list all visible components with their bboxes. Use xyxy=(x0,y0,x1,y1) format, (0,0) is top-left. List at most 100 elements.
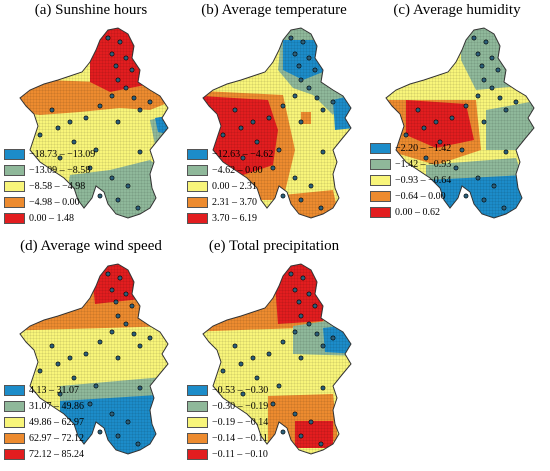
choropleth-map xyxy=(19,27,169,219)
station-marker xyxy=(306,55,312,61)
legend-label: 62.97 – 72.12 xyxy=(29,432,84,444)
station-marker xyxy=(288,35,294,41)
station-marker xyxy=(135,441,141,447)
station-marker xyxy=(254,375,260,381)
station-marker xyxy=(129,303,135,309)
station-marker xyxy=(298,433,304,439)
station-marker xyxy=(137,385,143,391)
legend-label: −8.58 – −4.98 xyxy=(29,180,86,192)
legend-swatch xyxy=(370,142,391,154)
station-marker xyxy=(49,343,55,349)
station-marker xyxy=(109,411,115,417)
legend-item: 72.12 – 85.24 xyxy=(4,446,84,462)
legend-label: −0.19 – −0.14 xyxy=(212,416,269,428)
station-marker xyxy=(280,339,286,345)
legend-label: 31.07 – 49.86 xyxy=(29,400,84,412)
station-marker xyxy=(125,419,131,425)
legend-item: 2.31 – 3.70 xyxy=(187,194,273,210)
station-marker xyxy=(137,343,143,349)
legend-swatch xyxy=(370,158,391,170)
legend-swatch xyxy=(370,174,391,186)
station-marker xyxy=(300,39,306,45)
station-marker xyxy=(238,361,244,367)
station-marker xyxy=(266,351,272,357)
station-marker xyxy=(320,343,326,349)
station-marker xyxy=(37,368,43,374)
station-marker xyxy=(109,93,115,99)
station-marker xyxy=(71,139,77,145)
legend-swatch xyxy=(4,432,25,444)
station-marker xyxy=(288,271,294,277)
legend-item: −4.98 – 0.00 xyxy=(4,194,95,210)
legend-label: −1.42 – −0.93 xyxy=(395,158,452,170)
station-marker xyxy=(296,299,302,305)
legend-item: −18.73 – −13.09 xyxy=(4,146,95,162)
station-marker xyxy=(298,119,304,125)
station-marker xyxy=(292,411,298,417)
region-boundary xyxy=(19,263,169,455)
legend-item: −1.42 – −0.93 xyxy=(370,156,451,172)
station-marker xyxy=(292,93,298,99)
station-marker xyxy=(232,107,238,113)
station-marker xyxy=(55,125,61,131)
legend-swatch xyxy=(4,384,25,396)
station-marker xyxy=(453,165,459,171)
station-marker xyxy=(115,77,121,83)
station-marker xyxy=(105,271,111,277)
station-marker xyxy=(97,339,103,345)
map-panel-average-temperature: (b) Average temperature −12.63 – −4.62 −4.… xyxy=(183,0,365,235)
station-marker xyxy=(135,205,141,211)
station-marker xyxy=(83,115,89,121)
legend-item: 62.97 – 72.12 xyxy=(4,430,84,446)
legend-label: 0.00 – 1.48 xyxy=(29,212,74,224)
station-marker xyxy=(266,115,272,121)
station-marker xyxy=(320,149,326,155)
legend-label: 0.00 – 0.62 xyxy=(395,206,440,218)
legend-label: 2.31 – 3.70 xyxy=(212,196,257,208)
station-marker xyxy=(318,205,324,211)
station-marker xyxy=(123,85,129,91)
legend-item: −0.14 – −0.11 xyxy=(187,430,268,446)
station-marker xyxy=(123,291,129,297)
legend-swatch xyxy=(4,164,25,176)
station-marker xyxy=(292,175,298,181)
legend-item: −0.53 – −0.30 xyxy=(187,382,268,398)
station-marker xyxy=(37,132,43,138)
station-marker xyxy=(87,165,93,171)
legend-label: −4.62 – 0.00 xyxy=(212,164,263,176)
station-marker xyxy=(423,155,429,161)
station-marker xyxy=(109,329,115,335)
station-marker xyxy=(276,147,282,153)
legend-item: 0.00 – 0.62 xyxy=(370,204,451,220)
station-marker xyxy=(87,401,93,407)
station-marker xyxy=(57,155,63,161)
station-marker xyxy=(501,205,507,211)
station-marker xyxy=(437,139,443,145)
station-marker xyxy=(71,375,77,381)
station-marker xyxy=(306,321,312,327)
map-panel-total-precipitation: (e) Total precipitation −0.53 – −0.30 −0.3… xyxy=(183,236,365,471)
station-marker xyxy=(292,329,298,335)
station-marker xyxy=(296,63,302,69)
station-marker xyxy=(240,391,246,397)
station-marker xyxy=(513,99,519,105)
station-marker xyxy=(115,313,121,319)
station-marker xyxy=(113,299,119,305)
station-marker xyxy=(421,125,427,131)
station-marker xyxy=(280,429,286,435)
station-marker xyxy=(403,132,409,138)
station-marker xyxy=(495,67,501,73)
station-marker xyxy=(115,119,121,125)
legend-swatch xyxy=(4,212,25,224)
station-marker xyxy=(270,401,276,407)
station-marker xyxy=(240,155,246,161)
legend-swatch xyxy=(370,190,391,202)
station-marker xyxy=(129,67,135,73)
legend-item: 31.07 – 49.86 xyxy=(4,398,84,414)
station-marker xyxy=(471,35,477,41)
station-marker xyxy=(125,183,131,189)
legend-swatch xyxy=(187,400,208,412)
station-marker xyxy=(67,355,73,361)
station-marker xyxy=(113,63,119,69)
station-marker xyxy=(238,125,244,131)
